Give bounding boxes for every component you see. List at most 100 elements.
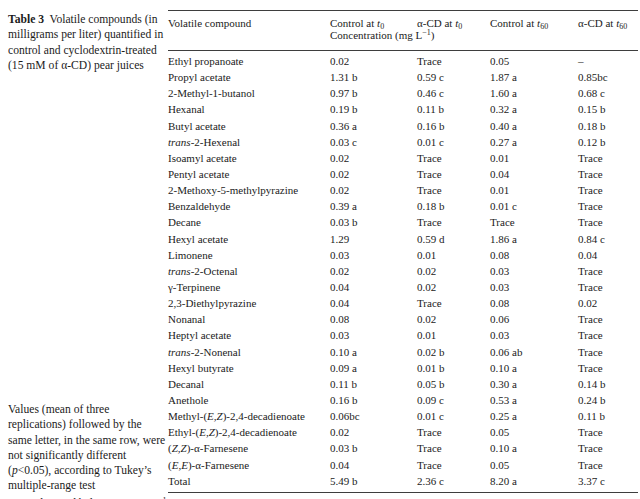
value-cell: 0.18 b [417, 198, 490, 214]
table-row: Total5.49 b2.36 c8.20 a3.37 c [168, 473, 638, 489]
value-cell: 0.01 c [417, 134, 490, 150]
value-cell: – [578, 53, 638, 69]
page: Table 3 Volatile compounds (in milligram… [0, 0, 640, 499]
compound-name: trans-2-Nonenal [168, 344, 330, 360]
value-cell: 0.14 b [578, 376, 638, 392]
table-row: Anethole0.16 b0.09 c0.53 a0.24 b [168, 392, 638, 408]
value-cell: Trace [578, 182, 638, 198]
value-cell: 0.11 b [417, 101, 490, 117]
value-cell: Trace [578, 279, 638, 295]
value-cell: 0.85bc [578, 69, 638, 85]
value-cell: 0.04 [490, 166, 578, 182]
value-cell: 0.19 b [330, 101, 417, 117]
footnote-significance: Values (mean of three replications) foll… [8, 402, 168, 494]
value-cell: 0.06 ab [490, 344, 578, 360]
compound-name: Nonanal [168, 311, 330, 327]
table-row: Nonanal0.080.020.06Trace [168, 311, 638, 327]
value-cell: 0.01 [490, 150, 578, 166]
table-row: trans-2-Nonenal0.10 a0.02 b0.06 abTrace [168, 344, 638, 360]
value-cell: Trace [490, 214, 578, 230]
value-cell: 0.36 a [330, 118, 417, 134]
compound-name: Heptyl acetate [168, 327, 330, 343]
value-cell: 0.01 [417, 247, 490, 263]
value-cell: 0.12 b [578, 134, 638, 150]
compound-name: Benzaldehyde [168, 198, 330, 214]
compound-name: Pentyl acetate [168, 166, 330, 182]
value-cell: 0.10 a [490, 360, 578, 376]
value-cell: Trace [417, 295, 490, 311]
compound-name: (E,E)-α-Farnesene [168, 457, 330, 473]
table-row: Decanal0.11 b0.05 b0.30 a0.14 b [168, 376, 638, 392]
value-cell: Trace [578, 263, 638, 279]
compound-name: 2-Methyl-1-butanol [168, 85, 330, 101]
value-cell: Trace [578, 344, 638, 360]
value-cell: Trace [417, 214, 490, 230]
value-cell: 0.08 [490, 295, 578, 311]
value-cell: 0.25 a [490, 408, 578, 424]
table-row: Limonene0.030.010.080.04 [168, 247, 638, 263]
compound-name: Hexyl butyrate [168, 360, 330, 376]
header-row: Volatile compound Control at t0 α-CD at … [168, 17, 638, 29]
value-cell: 0.05 [490, 53, 578, 69]
table-row: Hexyl acetate1.290.59 d1.86 a0.84 c [168, 231, 638, 247]
value-cell: 0.02 [330, 150, 417, 166]
value-cell: 0.46 c [417, 85, 490, 101]
value-cell: Trace [417, 166, 490, 182]
value-cell: 0.03 b [330, 214, 417, 230]
value-cell: Trace [417, 53, 490, 69]
value-cell: 0.18 b [578, 118, 638, 134]
column-header-volatile-compound: Volatile compound [168, 17, 330, 29]
value-cell: 0.40 a [490, 118, 578, 134]
value-cell: 0.08 [330, 311, 417, 327]
value-cell: Trace [578, 150, 638, 166]
compound-name: trans-2-Hexenal [168, 134, 330, 150]
value-cell: 0.04 [578, 247, 638, 263]
value-cell: Trace [578, 327, 638, 343]
table-caption: Table 3 Volatile compounds (in milligram… [8, 12, 164, 73]
value-cell: Trace [417, 457, 490, 473]
value-cell: 3.37 c [578, 473, 638, 489]
value-cell: 0.03 [490, 327, 578, 343]
table-row: Hexanal0.19 b0.11 b0.32 a0.15 b [168, 101, 638, 117]
compound-name: Ethyl propanoate [168, 53, 330, 69]
value-cell: 0.04 [330, 279, 417, 295]
compound-name: Butyl acetate [168, 118, 330, 134]
unit-subheader: Concentration (mg L−1) [330, 29, 434, 41]
table-row: (E,E)-α-Farnesene0.04Trace0.05Trace [168, 457, 638, 473]
value-cell: 0.06bc [330, 408, 417, 424]
value-cell: 0.03 [330, 327, 417, 343]
table-row: Ethyl-(E,Z)-2,4-decadienoate0.02Trace0.0… [168, 424, 638, 440]
value-cell: 0.39 a [330, 198, 417, 214]
compound-name: Decanal [168, 376, 330, 392]
value-cell: 0.05 [490, 424, 578, 440]
value-cell: Trace [578, 457, 638, 473]
value-cell: 2.36 c [417, 473, 490, 489]
table-row: Decane0.03 bTraceTraceTrace [168, 214, 638, 230]
value-cell: 0.01 c [417, 408, 490, 424]
value-cell: 0.03 [330, 247, 417, 263]
value-cell: 8.20 a [490, 473, 578, 489]
table-row: trans-2-Hexenal0.03 c0.01 c0.27 a0.12 b [168, 134, 638, 150]
data-table: Volatile compound Control at t0 α-CD at … [168, 10, 638, 493]
value-cell: 0.08 [490, 247, 578, 263]
compound-name: (Z,Z)-α-Farnesene [168, 440, 330, 456]
column-header-control-t0: Control at t0 [330, 17, 417, 29]
value-cell: 0.03 b [330, 440, 417, 456]
value-cell: 0.10 a [490, 440, 578, 456]
table-row: Butyl acetate0.36 a0.16 b0.40 a0.18 b [168, 118, 638, 134]
column-header-control-t60: Control at t60 [490, 17, 578, 29]
compound-name: 2,3-Diethylpyrazine [168, 295, 330, 311]
table-row: Methyl-(E,Z)-2,4-decadienoate0.06bc0.01 … [168, 408, 638, 424]
value-cell: 0.01 [417, 327, 490, 343]
value-cell: 1.31 b [330, 69, 417, 85]
compound-name: Hexanal [168, 101, 330, 117]
value-cell: Trace [578, 198, 638, 214]
value-cell: 0.97 b [330, 85, 417, 101]
value-cell: Trace [578, 214, 638, 230]
table-row: trans-2-Octenal0.020.020.03Trace [168, 263, 638, 279]
value-cell: Trace [417, 150, 490, 166]
value-cell: 1.87 a [490, 69, 578, 85]
column-header-acd-t60: α-CD at t60 [578, 17, 638, 29]
value-cell: 0.05 b [417, 376, 490, 392]
compound-name: Total [168, 473, 330, 489]
